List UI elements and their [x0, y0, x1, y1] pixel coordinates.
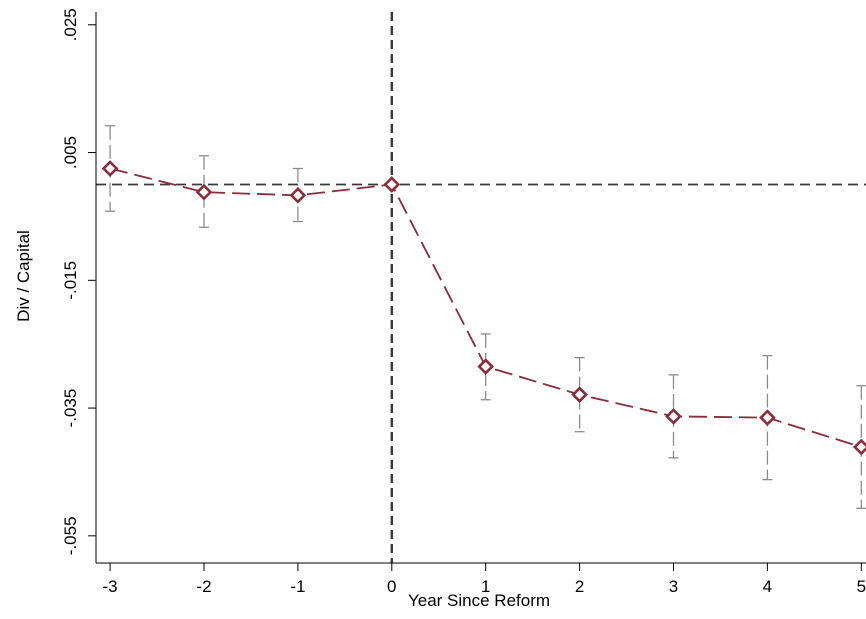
- x-tick-label: 2: [575, 577, 584, 596]
- data-point: [477, 358, 495, 375]
- y-axis-title: Div / Capital: [14, 230, 33, 322]
- y-tick-label: .025: [61, 8, 80, 41]
- x-axis-title: Year Since Reform: [408, 591, 550, 610]
- data-point: [852, 438, 866, 456]
- data-point: [195, 183, 213, 201]
- axes: .025 .005 -.015 -.035 -.055 -3 -2 -1 0 1 2 3 4 5: [61, 8, 866, 596]
- x-tick-label: 0: [387, 577, 396, 596]
- y-tick-label: -.055: [61, 516, 80, 555]
- x-tick-label: -1: [290, 577, 305, 596]
- ci-bar: [198, 155, 209, 228]
- data-point: [571, 386, 588, 403]
- x-tick-label: -2: [196, 577, 211, 596]
- y-tick-label: -.015: [61, 261, 80, 300]
- data-point: [289, 187, 307, 204]
- x-tick-label: 3: [669, 577, 678, 596]
- y-tick-label: .005: [61, 136, 80, 169]
- x-tick-label: 1: [481, 577, 490, 596]
- data-point: [383, 176, 401, 193]
- data-point: [101, 160, 119, 177]
- x-tick-label: -3: [103, 577, 118, 596]
- ci-bar: [574, 356, 585, 433]
- y-tick-label: -.035: [61, 389, 80, 428]
- x-tick-label: 4: [763, 577, 772, 596]
- data-point: [665, 408, 682, 425]
- plot-area: [96, 12, 866, 563]
- data-point: [759, 409, 776, 426]
- x-tick-label: 5: [857, 577, 866, 596]
- series-line: [109, 167, 862, 448]
